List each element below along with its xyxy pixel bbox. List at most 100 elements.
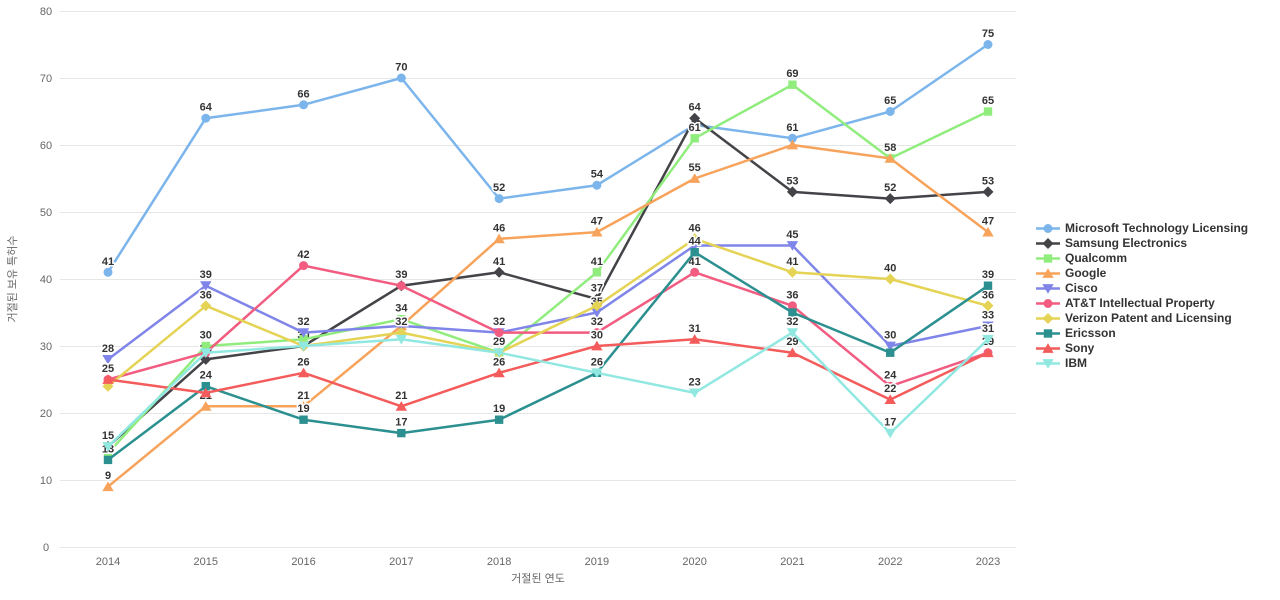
data-point-marker[interactable] bbox=[886, 348, 895, 357]
data-point-marker[interactable] bbox=[983, 107, 993, 116]
data-point-marker[interactable] bbox=[395, 334, 408, 345]
data-point-marker[interactable] bbox=[786, 347, 799, 358]
data-point-marker[interactable] bbox=[592, 180, 602, 190]
data-point-marker[interactable] bbox=[200, 281, 212, 291]
legend-item-verizon-patent-and-licensing[interactable]: Verizon Patent and Licensing bbox=[1036, 311, 1248, 326]
data-point-marker[interactable] bbox=[982, 186, 994, 198]
data-point-marker[interactable] bbox=[103, 449, 113, 458]
data-point-marker[interactable] bbox=[103, 267, 113, 277]
data-point-marker[interactable] bbox=[297, 367, 310, 378]
data-point-marker[interactable] bbox=[689, 112, 701, 124]
data-point-marker[interactable] bbox=[982, 334, 994, 345]
data-point-marker[interactable] bbox=[201, 341, 210, 351]
legend-label: Sony bbox=[1065, 341, 1095, 355]
data-point-marker[interactable] bbox=[690, 267, 700, 277]
data-point-marker[interactable] bbox=[102, 442, 114, 452]
data-point-marker[interactable] bbox=[688, 241, 701, 251]
data-point-marker[interactable] bbox=[884, 428, 896, 439]
data-point-marker[interactable] bbox=[884, 153, 896, 163]
data-point-marker[interactable] bbox=[591, 308, 603, 318]
legend-label: Ericsson bbox=[1065, 326, 1116, 340]
data-point-marker[interactable] bbox=[689, 233, 701, 245]
data-point-marker[interactable] bbox=[591, 293, 603, 305]
data-point-marker[interactable] bbox=[494, 194, 504, 204]
data-point-marker[interactable] bbox=[297, 328, 310, 338]
data-point-marker[interactable] bbox=[200, 348, 212, 358]
data-point-marker[interactable] bbox=[982, 347, 994, 358]
data-point-marker[interactable] bbox=[201, 113, 211, 123]
data-point-marker[interactable] bbox=[299, 415, 308, 424]
data-point-marker[interactable] bbox=[885, 381, 895, 391]
data-point-marker[interactable] bbox=[591, 340, 603, 351]
data-point-marker[interactable] bbox=[982, 321, 994, 332]
data-point-marker[interactable] bbox=[395, 401, 408, 411]
data-point-marker[interactable] bbox=[591, 368, 603, 378]
data-point-marker[interactable] bbox=[592, 328, 602, 338]
legend-item-cisco[interactable]: Cisco bbox=[1036, 281, 1248, 296]
data-point-marker[interactable] bbox=[494, 328, 504, 338]
data-point-marker[interactable] bbox=[884, 341, 896, 352]
data-point-marker[interactable] bbox=[788, 80, 797, 89]
data-point-label: 32 bbox=[786, 316, 798, 328]
data-point-marker[interactable] bbox=[494, 415, 504, 424]
data-point-marker[interactable] bbox=[982, 226, 994, 237]
data-point-marker[interactable] bbox=[688, 388, 701, 399]
legend-item-att-intellectual-property[interactable]: AT&T Intellectual Property bbox=[1036, 296, 1248, 311]
data-point-marker[interactable] bbox=[884, 394, 896, 404]
data-point-marker[interactable] bbox=[493, 367, 505, 378]
data-point-marker[interactable] bbox=[396, 281, 406, 291]
data-point-marker[interactable] bbox=[592, 268, 602, 277]
data-point-marker[interactable] bbox=[690, 248, 699, 257]
series-line-att-intellectual-property bbox=[106, 264, 990, 388]
data-point-marker[interactable] bbox=[297, 401, 310, 411]
legend-item-samsung-electronics[interactable]: Samsung Electronics bbox=[1036, 236, 1248, 251]
legend-item-qualcomm[interactable]: Qualcomm bbox=[1036, 251, 1248, 266]
data-point-marker[interactable] bbox=[200, 387, 212, 398]
legend-item-ibm[interactable]: IBM bbox=[1036, 356, 1248, 371]
data-point-marker[interactable] bbox=[788, 308, 797, 317]
data-point-marker[interactable] bbox=[591, 300, 603, 312]
data-point-marker[interactable] bbox=[297, 341, 310, 352]
data-point-marker[interactable] bbox=[786, 139, 799, 150]
data-point-marker[interactable] bbox=[884, 273, 896, 285]
data-point-marker[interactable] bbox=[786, 328, 799, 338]
data-point-marker[interactable] bbox=[885, 107, 895, 116]
data-point-marker[interactable] bbox=[786, 186, 798, 198]
legend-item-ericsson[interactable]: Ericsson bbox=[1036, 326, 1248, 341]
data-point-marker[interactable] bbox=[201, 382, 210, 391]
legend-item-google[interactable]: Google bbox=[1036, 266, 1248, 281]
data-point-marker[interactable] bbox=[982, 300, 994, 312]
data-point-marker[interactable] bbox=[103, 455, 113, 465]
data-point-marker[interactable] bbox=[493, 266, 505, 278]
data-point-label: 9 bbox=[105, 470, 111, 482]
data-point-marker[interactable] bbox=[397, 315, 406, 324]
data-point-marker[interactable] bbox=[200, 401, 212, 411]
data-point-marker[interactable] bbox=[787, 133, 797, 143]
x-tick-label: 2020 bbox=[682, 556, 706, 568]
data-point-marker[interactable] bbox=[299, 261, 309, 271]
data-point-marker[interactable] bbox=[688, 334, 701, 344]
data-point-marker[interactable] bbox=[299, 100, 309, 110]
data-point-marker[interactable] bbox=[493, 233, 505, 244]
data-point-marker[interactable] bbox=[688, 173, 701, 183]
data-point-marker[interactable] bbox=[102, 481, 114, 492]
data-point-marker[interactable] bbox=[983, 40, 993, 49]
data-point-marker[interactable] bbox=[787, 301, 797, 311]
data-point-marker[interactable] bbox=[983, 281, 993, 290]
data-point-marker[interactable] bbox=[395, 321, 408, 332]
data-point-marker[interactable] bbox=[591, 226, 603, 237]
data-point-marker[interactable] bbox=[102, 374, 114, 384]
data-point-marker[interactable] bbox=[299, 335, 308, 344]
data-point-marker[interactable] bbox=[200, 300, 212, 312]
data-point-marker[interactable] bbox=[397, 428, 406, 438]
data-point-marker[interactable] bbox=[690, 134, 699, 143]
legend-item-microsoft-technology-licensing[interactable]: Microsoft Technology Licensing bbox=[1036, 221, 1248, 236]
data-point-marker[interactable] bbox=[493, 348, 505, 358]
legend-item-sony[interactable]: Sony bbox=[1036, 341, 1248, 356]
data-point-label: 23 bbox=[689, 376, 701, 388]
data-point-marker[interactable] bbox=[102, 355, 114, 365]
data-point-marker[interactable] bbox=[786, 241, 799, 251]
data-point-marker[interactable] bbox=[786, 266, 798, 278]
data-point-marker[interactable] bbox=[396, 73, 406, 83]
data-point-marker[interactable] bbox=[884, 193, 896, 205]
